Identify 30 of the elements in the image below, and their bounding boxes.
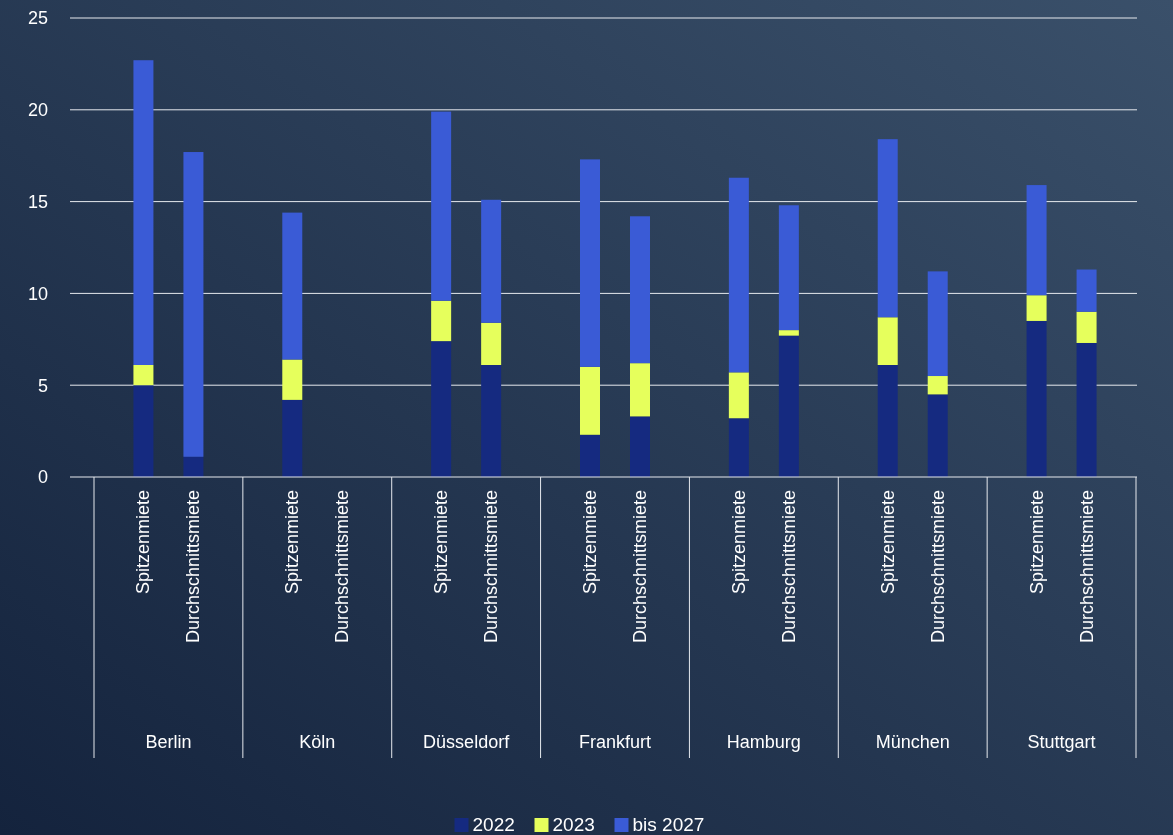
legend-label: 2023 [552,814,595,835]
y-tick-label: 5 [37,375,48,396]
text: Köln [299,732,336,752]
legend-label: bis 2027 [632,814,705,835]
text: Düsseldorf [423,732,511,752]
x-tick-label: Durchschnittsmiete [778,490,799,644]
x-tick-label: Spitzenmiete [431,490,452,595]
x-tick-label: Spitzenmiete [133,490,154,595]
x-tick-label: Durchschnittsmiete [332,490,353,644]
x-tick-label: Durchschnittsmiete [1076,490,1097,644]
x-tick-label: Spitzenmiete [580,490,600,595]
text: München [875,732,950,752]
x-tick-label: Spitzenmiete [282,490,303,595]
y-tick-label: 0 [37,467,48,488]
x-tick-label: Spitzenmiete [1026,490,1047,595]
text: Berlin [145,732,192,752]
y-tick-label: 15 [27,191,48,212]
y-tick-label: 25 [27,8,48,29]
x-tick-label: Durchschnittsmiete [630,490,650,644]
x-tick-label: Durchschnittsmiete [927,490,948,644]
x-tick-label: Spitzenmiete [877,490,898,595]
y-tick-label: 10 [27,283,48,304]
y-tick-label: 20 [27,100,48,121]
text: Hamburg [726,732,801,752]
legend-label: 2022 [472,814,515,835]
x-tick-label: Spitzenmiete [728,490,749,595]
x-tick-label: Durchschnittsmiete [481,490,502,644]
x-tick-label: Durchschnittsmiete [183,490,204,644]
text: Stuttgart [1027,732,1096,752]
text: Frankfurt [578,732,652,752]
